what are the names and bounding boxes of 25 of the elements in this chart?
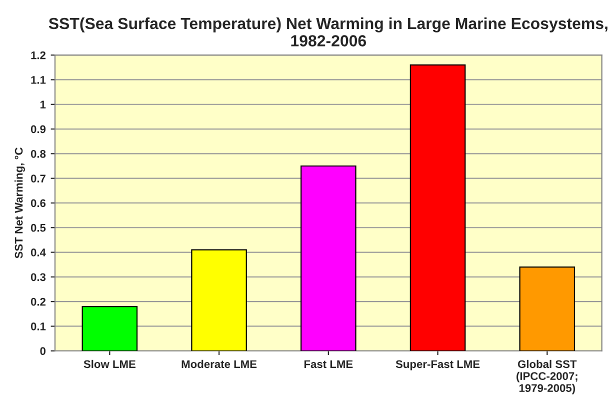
y-tick-label: 0.6 — [30, 199, 46, 208]
y-tick-label: 0 — [40, 347, 46, 356]
x-tick-label: Super-Fast LME — [396, 360, 480, 370]
chart-title: SST(Sea Surface Temperature) Net Warming in Large Marine Ecosystems, 1982-2006 — [48, 17, 608, 46]
y-tick-label: 0.3 — [30, 273, 46, 282]
x-tick-label: Fast LME — [304, 360, 353, 368]
bar — [82, 306, 138, 351]
y-tick-label: 0.4 — [30, 248, 46, 256]
y-tick-label: 1 — [40, 100, 46, 108]
y-tick-label: 0.7 — [30, 174, 46, 182]
x-tick-label: Slow LME — [84, 360, 136, 368]
bar — [519, 266, 576, 351]
y-tick-label: 0.5 — [30, 224, 46, 232]
bar — [191, 249, 247, 351]
y-tick-label: 0.1 — [30, 322, 46, 330]
y-tick-label: 0.8 — [30, 150, 46, 158]
x-tick-label: Global SST (IPCC-2007; 1979-2005) — [516, 360, 578, 394]
y-tick-label: 1.2 — [31, 51, 46, 60]
bar — [300, 165, 356, 351]
x-tick-label: Moderate LME — [182, 360, 257, 368]
y-axis-title: SST Net Warming, °C — [14, 148, 25, 258]
bar — [410, 64, 466, 351]
y-tick-label: 0.2 — [30, 298, 46, 306]
y-tick-label: 1.1 — [31, 76, 46, 84]
y-tick-label: 0.9 — [30, 125, 46, 134]
